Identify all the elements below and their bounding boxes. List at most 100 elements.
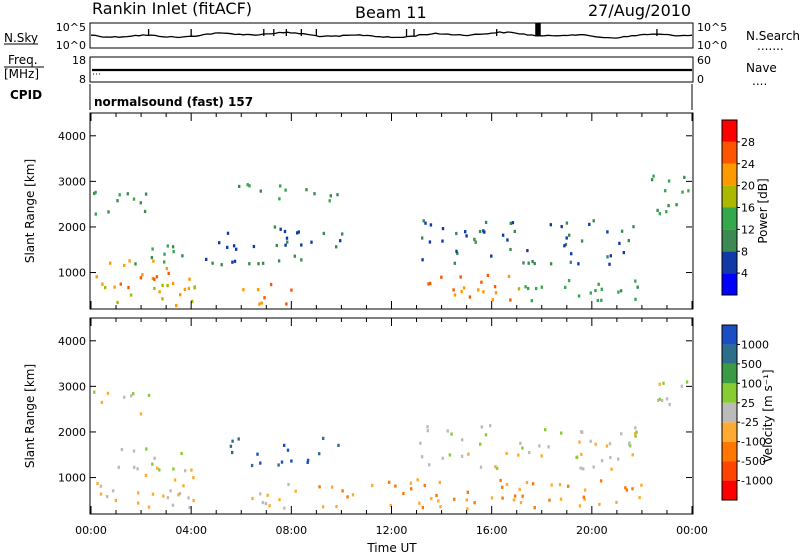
- colorbar-segment: [722, 325, 737, 345]
- range-cell: [501, 233, 505, 237]
- range-cell: [465, 498, 468, 502]
- range-cell: [153, 456, 156, 460]
- colorbar-tick-label: -500: [741, 455, 766, 468]
- range-cell: [94, 212, 97, 216]
- range-cell: [507, 274, 511, 278]
- range-cell: [126, 192, 129, 196]
- range-cell: [193, 286, 196, 290]
- colorbar-tick-label: 28: [741, 136, 755, 149]
- range-cell: [231, 450, 234, 455]
- range-cell: [252, 244, 256, 249]
- time-tick-label: 20:00: [576, 524, 608, 537]
- range-cell: [634, 434, 637, 438]
- range-cell: [116, 199, 119, 203]
- range-cell: [143, 209, 147, 214]
- range-cell: [261, 261, 265, 265]
- range-cell: [123, 395, 126, 399]
- range-cell: [473, 501, 476, 505]
- range-cell: [609, 254, 612, 258]
- range-cell: [598, 502, 601, 506]
- range-cell: [423, 483, 426, 488]
- range-cell: [182, 484, 185, 488]
- colorbar-tick-label: 24: [741, 158, 755, 171]
- nave-label: Nave: [746, 61, 777, 75]
- range-cell: [300, 258, 303, 262]
- time-tick-labels: 00:00 04:00 08:00 12:00 16:00 20:00 00:00: [75, 524, 708, 537]
- range-cell: [119, 282, 122, 286]
- range-cell: [446, 429, 449, 433]
- range-cell: [527, 261, 530, 265]
- range-cell: [450, 432, 453, 436]
- colorbar-tick-label: -100: [741, 436, 766, 449]
- range-cell: [583, 488, 587, 492]
- range-cell: [127, 286, 130, 290]
- range-cell: [139, 276, 143, 280]
- range-cell: [484, 433, 488, 437]
- range-cell: [640, 483, 643, 487]
- range-cell: [233, 259, 237, 263]
- range-cell: [484, 220, 488, 224]
- colorbar-segment: [722, 402, 737, 423]
- colorbar-tick-label: -1000: [741, 475, 773, 488]
- range-cell: [610, 467, 613, 471]
- range-cell: [226, 231, 230, 235]
- range-cell: [173, 478, 177, 482]
- range-cell: [468, 295, 472, 299]
- range-cell: [336, 193, 339, 197]
- range-cell: [478, 229, 482, 234]
- range-cell: [460, 289, 463, 294]
- range-cell: [577, 262, 580, 266]
- range-cell: [618, 241, 621, 245]
- range-cell: [232, 244, 236, 248]
- colorbar-segment: [722, 480, 737, 500]
- range-cell: [151, 247, 154, 251]
- range-cell: [668, 402, 671, 407]
- range-cell: [177, 493, 180, 497]
- range-cell: [658, 212, 661, 216]
- range-cell: [166, 284, 169, 288]
- range-cell: [99, 484, 103, 488]
- nsky-left-tick-bottom: 10^0: [56, 39, 86, 52]
- velocity-colorbar-label: Velocity [m s⁻¹]: [761, 369, 775, 462]
- range-cell: [662, 381, 665, 385]
- range-cell: [513, 229, 516, 233]
- range-cell: [137, 501, 140, 505]
- nave-tick-top: 60: [697, 54, 711, 67]
- range-cell: [665, 210, 668, 214]
- range-cell: [564, 242, 568, 247]
- range-cell: [166, 244, 169, 248]
- colorbar-segment: [722, 120, 737, 142]
- range-cell: [283, 506, 286, 510]
- range-cell: [460, 454, 464, 458]
- range-cell: [427, 282, 430, 286]
- colorbar-frame: [721, 324, 738, 501]
- range-cell: [287, 482, 290, 486]
- range-cell: [183, 287, 187, 291]
- range-cell: [455, 231, 458, 236]
- range-cell: [628, 441, 631, 445]
- range-cell: [568, 233, 571, 237]
- range-cell: [465, 234, 468, 238]
- freq-tick-bottom: 8: [79, 73, 86, 86]
- range-cell: [266, 493, 269, 497]
- range-cell: [371, 483, 374, 488]
- range-cell: [246, 183, 249, 187]
- range-cell: [605, 444, 609, 448]
- range-cell: [351, 493, 355, 497]
- y-tick-label: 1000: [58, 472, 86, 485]
- colorbar-tick-label: 4: [741, 267, 748, 280]
- range-cell: [220, 263, 223, 267]
- range-cell: [277, 463, 280, 467]
- range-cell: [535, 286, 538, 291]
- y-tick-label: 4000: [58, 335, 86, 348]
- range-cell: [622, 251, 625, 255]
- range-cell: [117, 465, 120, 469]
- range-cell: [480, 280, 483, 284]
- time-tick-label: 04:00: [175, 524, 207, 537]
- range-cell: [560, 431, 563, 435]
- colorbar-segment: [722, 185, 737, 208]
- range-cell: [421, 258, 424, 262]
- range-cell: [251, 496, 254, 501]
- range-cell: [132, 392, 135, 396]
- colorbar-segment: [722, 207, 737, 230]
